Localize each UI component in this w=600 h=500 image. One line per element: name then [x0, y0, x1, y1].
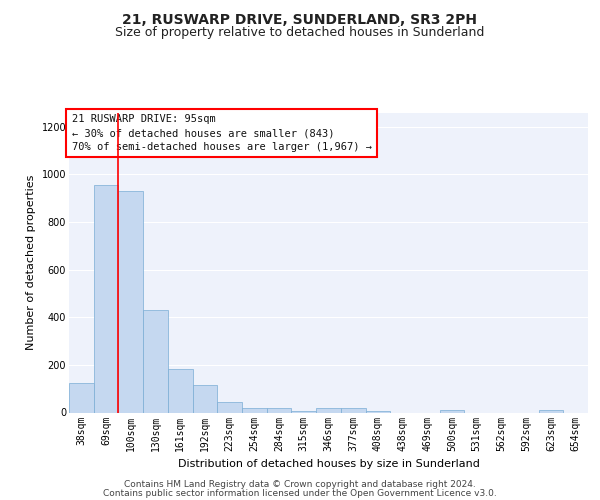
- Y-axis label: Number of detached properties: Number of detached properties: [26, 175, 36, 350]
- Bar: [118, 191, 143, 412]
- Bar: [539, 410, 563, 412]
- Bar: [94, 185, 118, 412]
- Bar: [440, 410, 464, 412]
- Bar: [69, 382, 94, 412]
- Text: Contains HM Land Registry data © Crown copyright and database right 2024.: Contains HM Land Registry data © Crown c…: [124, 480, 476, 489]
- Text: 21 RUSWARP DRIVE: 95sqm
← 30% of detached houses are smaller (843)
70% of semi-d: 21 RUSWARP DRIVE: 95sqm ← 30% of detache…: [71, 114, 371, 152]
- Bar: [168, 369, 193, 412]
- Bar: [217, 402, 242, 412]
- Bar: [193, 385, 217, 412]
- Text: 21, RUSWARP DRIVE, SUNDERLAND, SR3 2PH: 21, RUSWARP DRIVE, SUNDERLAND, SR3 2PH: [122, 12, 478, 26]
- Bar: [143, 310, 168, 412]
- Bar: [267, 408, 292, 412]
- Text: Size of property relative to detached houses in Sunderland: Size of property relative to detached ho…: [115, 26, 485, 39]
- Bar: [316, 408, 341, 412]
- Bar: [242, 408, 267, 412]
- X-axis label: Distribution of detached houses by size in Sunderland: Distribution of detached houses by size …: [178, 459, 479, 469]
- Text: Contains public sector information licensed under the Open Government Licence v3: Contains public sector information licen…: [103, 488, 497, 498]
- Bar: [341, 408, 365, 412]
